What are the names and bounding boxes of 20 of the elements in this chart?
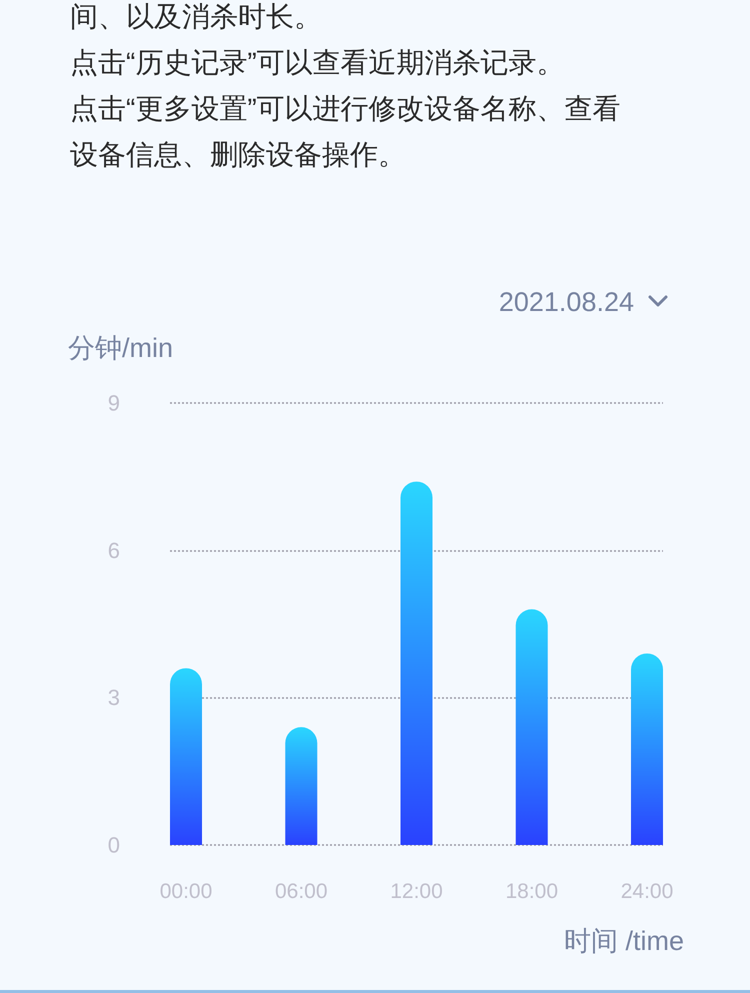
y-axis-title: 分钟/min [68, 333, 174, 363]
y-tick-label: 0 [108, 832, 120, 858]
y-tick-label: 3 [108, 685, 120, 710]
bar [285, 727, 318, 845]
x-axis-title: 时间 /time [564, 926, 684, 956]
x-tick-label: 06:00 [274, 880, 328, 903]
x-tick-label: 24:00 [620, 880, 674, 903]
y-tick-label: 9 [108, 390, 120, 416]
y-tick-label: 6 [108, 538, 120, 563]
bar [631, 653, 663, 845]
bar [400, 482, 432, 845]
text: 间、以及消杀时长。 [70, 0, 323, 34]
bar [516, 609, 548, 845]
text: 点击“历史记录”可以查看近期消杀记录。 [70, 46, 566, 80]
x-tick-label: 12:00 [390, 880, 443, 903]
text: 点击“更多设置”可以进行修改设备名称、查看设备信息、删除设备操作。 [70, 92, 622, 172]
x-tick-label: 18:00 [505, 880, 558, 903]
x-tick-label: 00:00 [160, 880, 212, 903]
bar [170, 668, 202, 845]
chart-subtitle: 2021.08.24 [498, 287, 634, 317]
